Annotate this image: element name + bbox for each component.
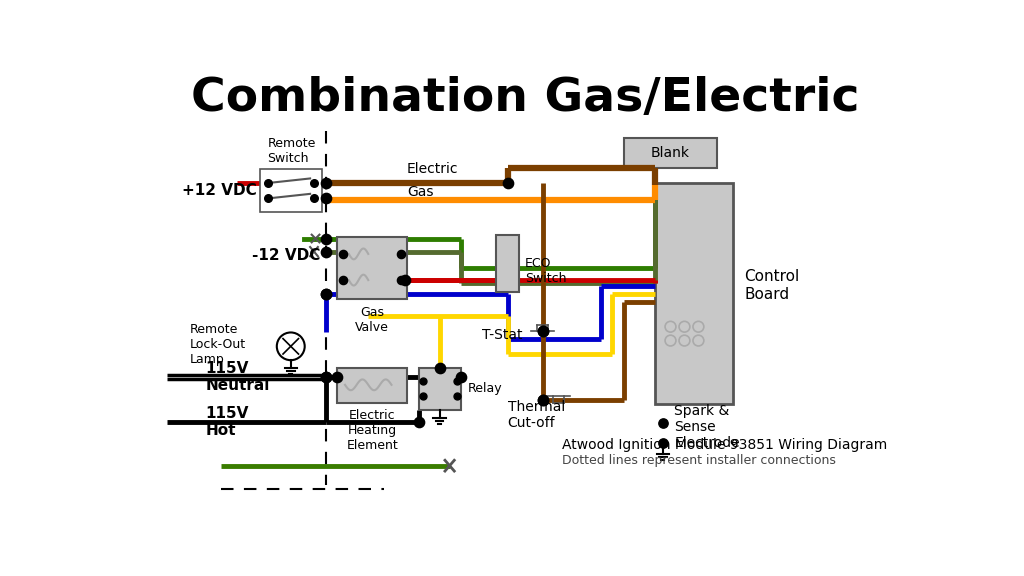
Point	[654, 419, 671, 428]
Text: Gas: Gas	[407, 185, 433, 199]
Bar	[337, 237, 407, 298]
Bar	[624, 138, 717, 168]
Text: Electric: Electric	[407, 162, 459, 176]
Point	[453, 373, 469, 382]
Text: Combination Gas/Electric: Combination Gas/Electric	[190, 76, 859, 121]
Point	[535, 396, 551, 405]
Point	[392, 249, 409, 259]
Point	[500, 179, 516, 188]
Point	[335, 249, 351, 259]
Text: Spark &
Sense
Electrode: Spark & Sense Electrode	[675, 404, 740, 450]
Point	[535, 327, 551, 336]
Text: Control
Board: Control Board	[744, 270, 800, 302]
Bar	[419, 368, 461, 410]
Point	[259, 194, 275, 203]
Point	[306, 194, 323, 203]
Text: Atwood Ignition Module 93851 Wiring Diagram: Atwood Ignition Module 93851 Wiring Diag…	[562, 438, 887, 452]
Bar	[260, 169, 322, 211]
Text: 115V
Neutral: 115V Neutral	[206, 361, 270, 393]
Point	[450, 392, 466, 401]
Text: Gas
Valve: Gas Valve	[355, 306, 389, 334]
Point	[392, 275, 409, 285]
Text: Remote
Lock-Out
Lamp: Remote Lock-Out Lamp	[190, 323, 246, 366]
Point	[415, 392, 431, 401]
Point	[317, 373, 334, 382]
Point	[654, 438, 671, 447]
Text: Dotted lines represent installer connections: Dotted lines represent installer connect…	[562, 454, 836, 467]
Point	[317, 247, 334, 256]
Bar	[496, 234, 519, 293]
Bar	[337, 368, 407, 403]
Point	[535, 396, 551, 405]
Point	[535, 327, 551, 336]
Point	[415, 376, 431, 385]
Text: T-Stat: T-Stat	[482, 328, 522, 342]
Point	[397, 275, 414, 285]
Point	[317, 179, 334, 188]
Point	[411, 417, 427, 426]
Point	[329, 373, 345, 382]
Bar	[655, 183, 732, 404]
Text: Blank: Blank	[651, 146, 690, 160]
Text: +12 VDC: +12 VDC	[182, 183, 257, 198]
Text: Remote
Switch: Remote Switch	[267, 137, 315, 165]
Text: ECO
Switch: ECO Switch	[524, 257, 566, 285]
Point	[431, 363, 447, 373]
Point	[317, 289, 334, 298]
Text: Thermal
Cut-off: Thermal Cut-off	[508, 400, 565, 430]
Point	[259, 179, 275, 188]
Text: -12 VDC: -12 VDC	[252, 248, 321, 263]
Text: Electric
Heating
Element: Electric Heating Element	[346, 409, 398, 452]
Point	[317, 234, 334, 243]
Text: Relay: Relay	[467, 382, 502, 395]
Text: 115V
Hot: 115V Hot	[206, 406, 249, 438]
Point	[317, 289, 334, 298]
Point	[317, 373, 334, 382]
Point	[306, 179, 323, 188]
Point	[317, 194, 334, 203]
Point	[450, 376, 466, 385]
Circle shape	[276, 332, 305, 360]
Point	[335, 275, 351, 285]
